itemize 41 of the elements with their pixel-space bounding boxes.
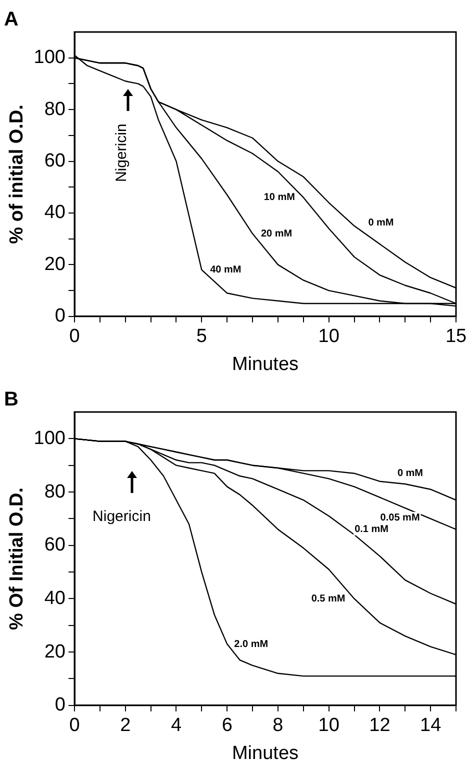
x-tick-label: 4	[170, 715, 182, 736]
x-tick-label: 0	[69, 715, 80, 736]
y-tick-label: 20	[44, 641, 66, 662]
y-axis-title: % Of Initial O.D.	[6, 487, 28, 630]
x-tick-label: 0	[69, 326, 80, 348]
x-tick-label: 15	[445, 326, 467, 348]
y-tick-label: 40	[44, 202, 66, 224]
y-tick-label: 100	[34, 47, 66, 68]
x-tick-label: 10	[318, 326, 340, 348]
y-tick-label: 0	[54, 306, 66, 327]
y-tick-label: 40	[44, 588, 66, 609]
series-label: 0.05 mM	[380, 512, 420, 524]
x-tick-label: 2	[120, 715, 131, 736]
y-tick-label: 60	[44, 150, 66, 172]
y-tick-label: 80	[44, 481, 66, 502]
series-label: 20 mM	[260, 228, 292, 240]
y-tick-label: 20	[44, 254, 66, 275]
x-tick-label: 5	[196, 326, 207, 348]
x-tick-label: 6	[222, 715, 232, 736]
series-label: 0.1 mM	[354, 524, 389, 536]
series-label: 10 mM	[264, 192, 295, 204]
series-label: 2.0 mM	[234, 638, 268, 650]
series-label: 40 mM	[210, 264, 242, 276]
x-axis-title: Minutes	[232, 354, 299, 375]
y-tick-label: 60	[44, 534, 66, 556]
y-tick-label: 80	[44, 98, 66, 120]
x-tick-label: 14	[420, 715, 442, 736]
series-label: 0 mM	[368, 218, 394, 229]
y-tick-label: 0	[54, 694, 66, 716]
annotation: Nigericin	[113, 124, 130, 182]
chart-title: B	[4, 388, 18, 411]
series-label: 0 mM	[397, 468, 423, 479]
x-axis-title: Minutes	[232, 742, 299, 764]
y-axis-title: % of initial O.D.	[6, 104, 28, 244]
y-tick-label: 100	[34, 428, 66, 449]
series-label: 0.5 mM	[311, 593, 346, 604]
chart-title: A	[4, 8, 18, 31]
x-tick-label: 12	[369, 715, 390, 736]
x-tick-label: 10	[318, 715, 340, 736]
x-tick-label: 8	[272, 715, 284, 736]
annotation: Nigericin	[92, 508, 151, 525]
